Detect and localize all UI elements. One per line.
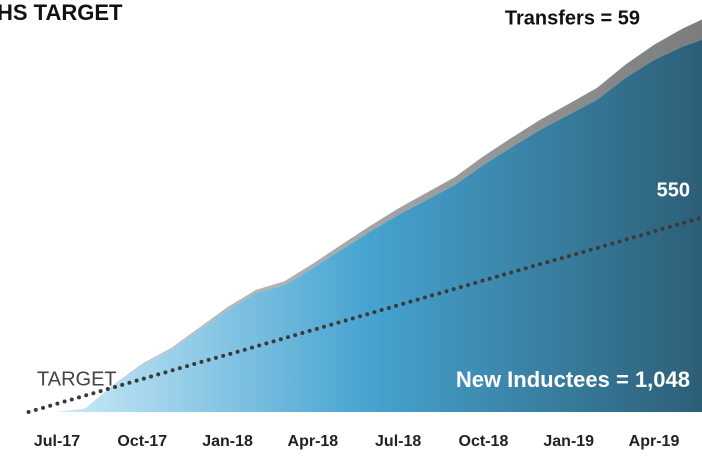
x-tick-label: Jan-18 — [202, 433, 253, 450]
annotation: New Inductees = 1,048 — [456, 367, 690, 392]
target-line — [26, 215, 702, 414]
x-tick-label: Jul-18 — [375, 433, 421, 450]
annotation: TARGET — [37, 368, 117, 390]
x-tick-label: Jan-19 — [543, 433, 594, 450]
x-tick-label: Oct-17 — [117, 433, 167, 450]
x-tick-label: Oct-18 — [459, 433, 509, 450]
area — [28, 39, 702, 412]
annotation: 550 — [657, 179, 690, 201]
annotation: Transfers = 59 — [505, 7, 640, 29]
x-tick-label: Apr-18 — [288, 433, 339, 450]
area — [28, 19, 702, 412]
x-tick-label: Jul-17 — [34, 433, 80, 450]
x-tick-label: Apr-19 — [629, 433, 680, 450]
chart-title: HS TARGET — [0, 0, 123, 25]
